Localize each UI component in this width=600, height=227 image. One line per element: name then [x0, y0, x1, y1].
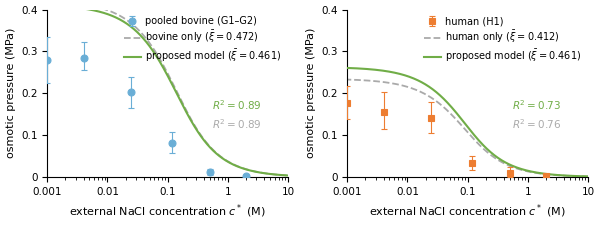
proposed model ($\bar{\xi} = 0.461$) — [371, 68, 378, 71]
Text: $R^2 = 0.76$: $R^2 = 0.76$ — [512, 117, 562, 131]
human only ($\bar{\xi} = 0.412$) — [520, 169, 527, 172]
proposed model ($\bar{\xi} = 0.461$) — [139, 36, 146, 38]
Y-axis label: osmotic pressure (MPa): osmotic pressure (MPa) — [305, 28, 316, 158]
Line: proposed model ($\bar{\xi} = 0.461$): proposed model ($\bar{\xi} = 0.461$) — [344, 68, 590, 176]
proposed model ($\bar{\xi} = 0.461$) — [287, 174, 294, 177]
human only ($\bar{\xi} = 0.412$) — [518, 169, 526, 171]
bovine only ($\bar{\xi} = 0.472$) — [139, 32, 146, 35]
human only ($\bar{\xi} = 0.412$) — [439, 104, 446, 107]
human only ($\bar{\xi} = 0.412$) — [371, 80, 378, 82]
bovine only ($\bar{\xi} = 0.472$) — [220, 157, 227, 160]
bovine only ($\bar{\xi} = 0.472$) — [287, 174, 294, 177]
proposed model ($\bar{\xi} = 0.461$) — [41, 4, 48, 7]
Line: bovine only ($\bar{\xi} = 0.472$): bovine only ($\bar{\xi} = 0.472$) — [44, 2, 290, 176]
Text: $R^2 = 0.89$: $R^2 = 0.89$ — [212, 117, 262, 131]
bovine only ($\bar{\xi} = 0.472$) — [41, 0, 48, 3]
human only ($\bar{\xi} = 0.412$) — [421, 92, 428, 95]
proposed model ($\bar{\xi} = 0.461$) — [439, 96, 446, 99]
proposed model ($\bar{\xi} = 0.461$) — [196, 132, 203, 135]
bovine only ($\bar{\xi} = 0.472$) — [121, 17, 128, 20]
Legend: pooled bovine (G1–G2), bovine only ($\bar{\xi} = 0.472$), proposed model ($\bar{: pooled bovine (G1–G2), bovine only ($\ba… — [119, 12, 285, 68]
human only ($\bar{\xi} = 0.412$) — [496, 159, 503, 162]
proposed model ($\bar{\xi} = 0.461$) — [518, 168, 526, 170]
human only ($\bar{\xi} = 0.412$) — [587, 175, 594, 178]
X-axis label: external NaCl concentration $c^*$ (M): external NaCl concentration $c^*$ (M) — [70, 202, 266, 220]
X-axis label: external NaCl concentration $c^*$ (M): external NaCl concentration $c^*$ (M) — [370, 202, 566, 220]
proposed model ($\bar{\xi} = 0.461$) — [218, 157, 226, 159]
Line: human only ($\bar{\xi} = 0.412$): human only ($\bar{\xi} = 0.412$) — [344, 79, 590, 177]
Text: $R^2 = 0.73$: $R^2 = 0.73$ — [512, 98, 561, 112]
bovine only ($\bar{\xi} = 0.472$) — [218, 156, 226, 159]
proposed model ($\bar{\xi} = 0.461$) — [421, 83, 428, 85]
proposed model ($\bar{\xi} = 0.461$) — [71, 6, 78, 9]
Y-axis label: osmotic pressure (MPa): osmotic pressure (MPa) — [5, 28, 16, 158]
proposed model ($\bar{\xi} = 0.461$) — [341, 67, 348, 69]
human only ($\bar{\xi} = 0.412$) — [341, 78, 348, 81]
proposed model ($\bar{\xi} = 0.461$) — [587, 175, 594, 178]
proposed model ($\bar{\xi} = 0.461$) — [121, 21, 128, 24]
bovine only ($\bar{\xi} = 0.472$) — [71, 2, 78, 5]
proposed model ($\bar{\xi} = 0.461$) — [220, 158, 227, 160]
Legend: human (H1), human only ($\bar{\xi} = 0.412$), proposed model ($\bar{\xi} = 0.461: human (H1), human only ($\bar{\xi} = 0.4… — [419, 12, 585, 68]
Text: $R^2 = 0.89$: $R^2 = 0.89$ — [212, 98, 262, 112]
bovine only ($\bar{\xi} = 0.472$) — [196, 131, 203, 134]
Line: proposed model ($\bar{\xi} = 0.461$): proposed model ($\bar{\xi} = 0.461$) — [44, 6, 290, 176]
proposed model ($\bar{\xi} = 0.461$) — [520, 168, 527, 171]
proposed model ($\bar{\xi} = 0.461$) — [496, 157, 503, 160]
